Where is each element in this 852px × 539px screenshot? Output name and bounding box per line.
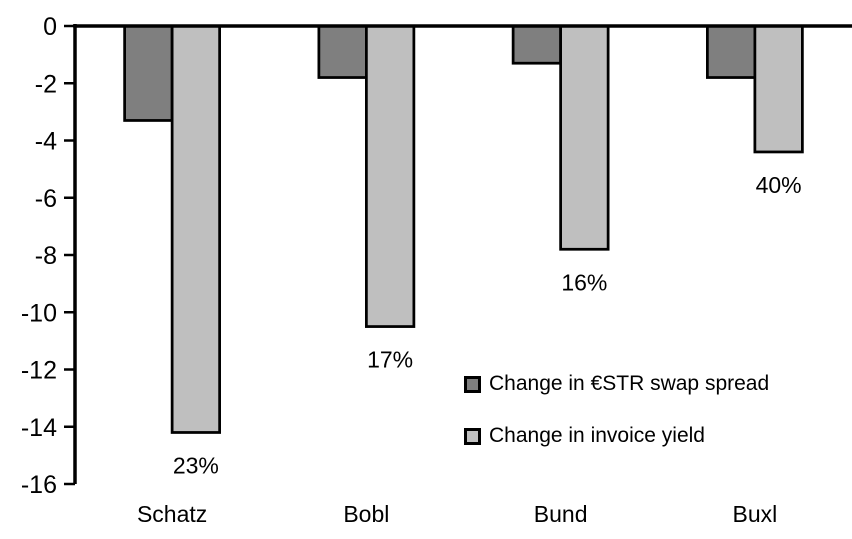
category-label-bund: Bund [534, 501, 588, 527]
bar-bobl-change-in-invoice-yield [365, 24, 416, 328]
bar-label-schatz: 23% [173, 452, 219, 478]
legend-swatch-swap-spread [464, 375, 481, 393]
legend-item-invoice-yield: Change in invoice yield [464, 424, 769, 448]
y-tick-label-10: -10 [21, 299, 57, 327]
bar-bobl-change-in-str-swap-spread [317, 24, 368, 79]
category-label-schatz: Schatz [137, 501, 207, 527]
y-tick-label-14: -14 [21, 414, 57, 442]
category-label-buxl: Buxl [733, 501, 778, 527]
y-tick-label-12: -12 [21, 357, 57, 385]
y-tick-label-8: -8 [35, 242, 57, 270]
bar-schatz-change-in-invoice-yield [170, 24, 221, 434]
bar-buxl-change-in-str-swap-spread [706, 24, 757, 79]
bar-bund-change-in-invoice-yield [559, 24, 610, 251]
y-tick-label-16: -16 [21, 471, 57, 499]
bar-schatz-change-in-str-swap-spread [123, 24, 174, 122]
bar-label-bobl: 17% [367, 347, 413, 373]
legend-swatch-invoice-yield [464, 427, 481, 445]
bar-label-bund: 16% [561, 269, 607, 295]
legend-label-invoice-yield: Change in invoice yield [489, 424, 705, 447]
category-label-bobl: Bobl [343, 501, 389, 527]
y-tick-label-4: -4 [35, 128, 57, 156]
y-tick-label-6: -6 [35, 185, 57, 213]
bar-buxl-change-in-invoice-yield [753, 24, 804, 154]
y-tick-label-0: 0 [43, 13, 57, 41]
y-tick-label-2: -2 [35, 70, 57, 98]
legend-label-swap-spread: Change in €STR swap spread [489, 372, 770, 395]
chart-legend: Change in €STR swap spread Change in inv… [464, 372, 769, 448]
legend-item-swap-spread: Change in €STR swap spread [464, 372, 769, 396]
bar-bund-change-in-str-swap-spread [511, 24, 562, 65]
bar-label-buxl: 40% [756, 172, 802, 198]
